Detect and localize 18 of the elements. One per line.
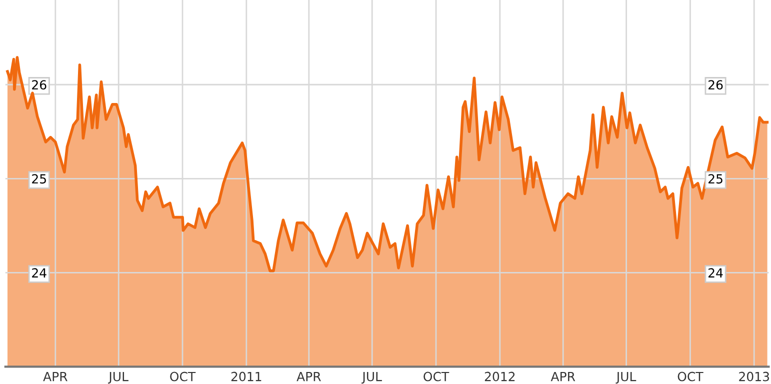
x-tick-label: 2012 bbox=[484, 372, 515, 382]
x-tick-label: APR bbox=[550, 372, 576, 382]
x-tick-label: OCT bbox=[424, 372, 450, 382]
y-tick-label: 26 bbox=[32, 80, 46, 90]
x-tick-label: 2011 bbox=[231, 372, 262, 382]
x-tick-label: JUL bbox=[108, 372, 128, 384]
x-tick-label: OCT bbox=[170, 372, 196, 382]
x-tick-label: APR bbox=[43, 372, 68, 382]
x-tick-label: OCT bbox=[678, 372, 704, 382]
x-tick-label: JUL bbox=[362, 372, 382, 384]
x-tick-label: APR bbox=[296, 372, 321, 382]
x-tick-label: 2013 bbox=[739, 372, 770, 382]
y2-tick-label: 25 bbox=[708, 174, 722, 184]
y2-tick-label: 26 bbox=[708, 80, 723, 90]
y2-tick-label: 24 bbox=[708, 268, 723, 278]
x-tick-label: JUL bbox=[616, 372, 636, 384]
y-tick-label: 25 bbox=[32, 174, 46, 184]
y-tick-label: 24 bbox=[32, 268, 46, 278]
